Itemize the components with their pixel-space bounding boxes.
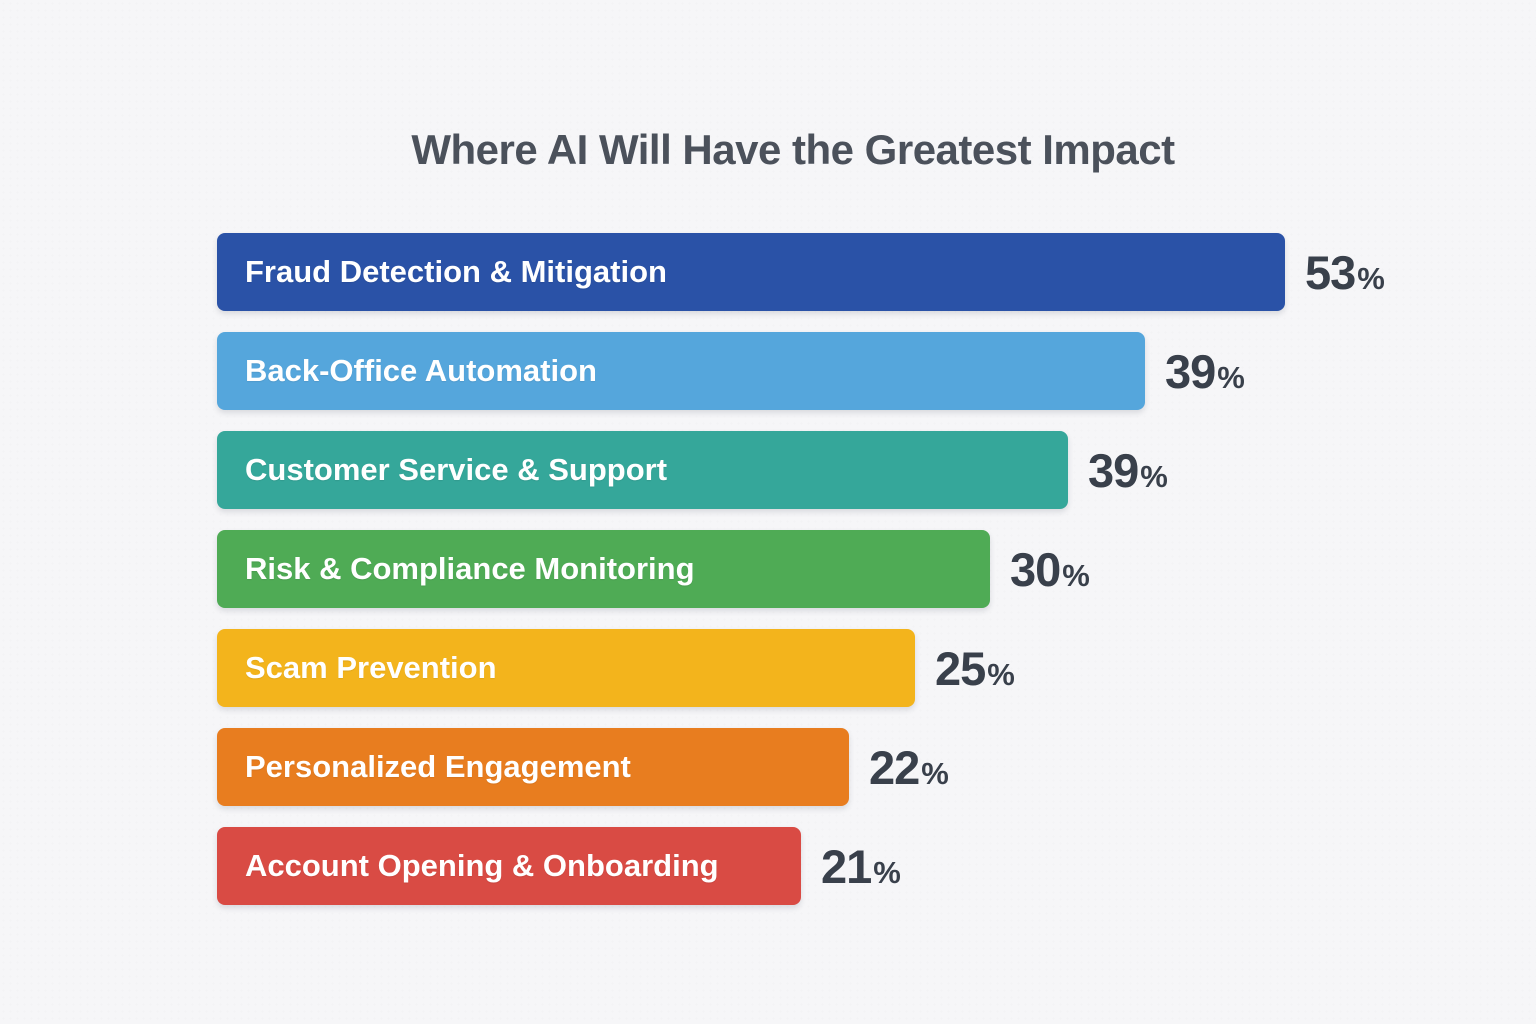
bar-category-label: Scam Prevention: [245, 650, 497, 685]
bar-row: Scam Prevention 25 %: [217, 629, 1385, 707]
percent-sign: %: [1357, 260, 1385, 296]
percent-sign: %: [987, 656, 1015, 692]
chart-title: Where AI Will Have the Greatest Impact: [411, 126, 1175, 173]
percent-sign: %: [1217, 359, 1245, 395]
bar: Scam Prevention: [217, 629, 915, 707]
percent-sign: %: [1140, 458, 1168, 494]
bar: Account Opening & Onboarding: [217, 827, 801, 905]
bar-value-number: 39: [1165, 344, 1216, 398]
bar-category-label: Risk & Compliance Monitoring: [245, 551, 695, 586]
bar-rows-container: Fraud Detection & Mitigation 53 % Back-O…: [217, 233, 1385, 926]
bar-value-label: 21 %: [821, 839, 901, 894]
bar-category-label: Account Opening & Onboarding: [245, 848, 719, 883]
bar-value-number: 39: [1088, 443, 1139, 497]
bar: Personalized Engagement: [217, 728, 849, 806]
bar-row: Account Opening & Onboarding 21 %: [217, 827, 1385, 905]
bar-value-label: 22 %: [869, 740, 949, 795]
bar-row: Back-Office Automation 39 %: [217, 332, 1385, 410]
bar-value-number: 22: [869, 740, 920, 794]
bar-value-label: 30 %: [1010, 542, 1090, 597]
bar-row: Risk & Compliance Monitoring 30 %: [217, 530, 1385, 608]
bar-value-number: 53: [1305, 245, 1356, 299]
percent-sign: %: [873, 854, 901, 890]
bar-category-label: Back-Office Automation: [245, 353, 597, 388]
bar: Customer Service & Support: [217, 431, 1068, 509]
percent-sign: %: [921, 755, 949, 791]
bar-row: Fraud Detection & Mitigation 53 %: [217, 233, 1385, 311]
percent-sign: %: [1062, 557, 1090, 593]
bar-value-label: 39 %: [1165, 344, 1245, 399]
bar-value-number: 30: [1010, 542, 1061, 596]
bar: Back-Office Automation: [217, 332, 1145, 410]
bar-category-label: Customer Service & Support: [245, 452, 668, 487]
bar-row: Personalized Engagement 22 %: [217, 728, 1385, 806]
bar-value-label: 39 %: [1088, 443, 1168, 498]
bar-value-label: 53 %: [1305, 245, 1385, 300]
bar-row: Customer Service & Support 39 %: [217, 431, 1385, 509]
bar: Risk & Compliance Monitoring: [217, 530, 990, 608]
bar-category-label: Personalized Engagement: [245, 749, 631, 784]
bar: Fraud Detection & Mitigation: [217, 233, 1285, 311]
bar-value-label: 25 %: [935, 641, 1015, 696]
bar-value-number: 21: [821, 839, 872, 893]
bar-value-number: 25: [935, 641, 986, 695]
bar-category-label: Fraud Detection & Mitigation: [245, 254, 667, 289]
